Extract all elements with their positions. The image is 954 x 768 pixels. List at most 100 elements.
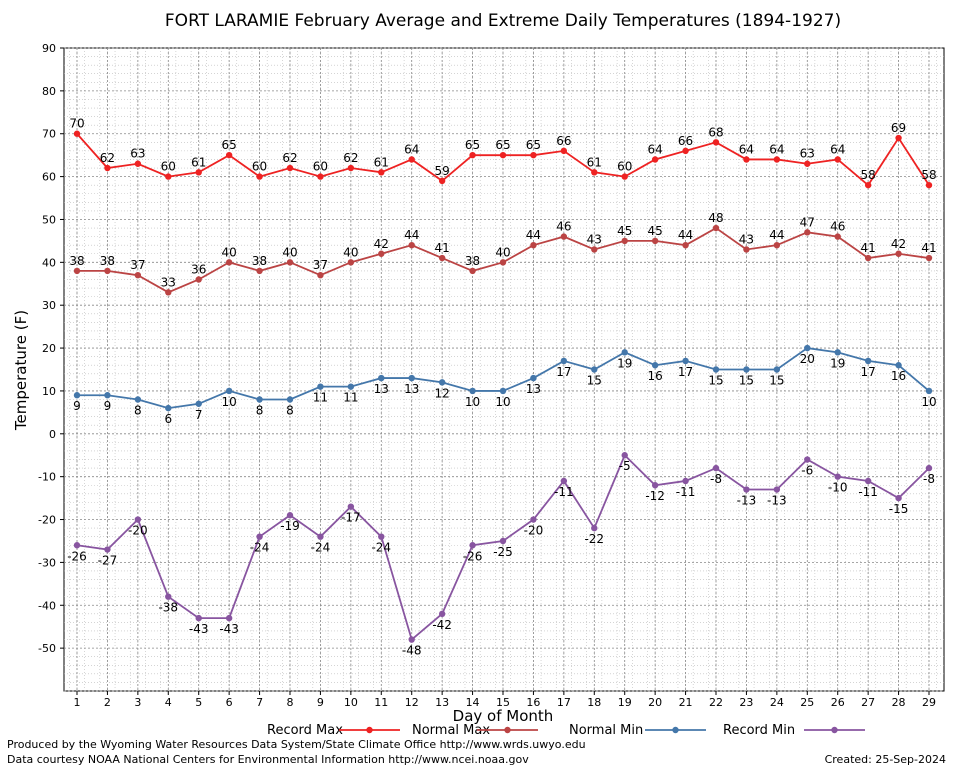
data-label: 12 <box>435 386 450 400</box>
data-label: -13 <box>767 494 787 508</box>
data-point <box>73 267 81 275</box>
data-label: 10 <box>222 395 237 409</box>
y-tick-label: 20 <box>42 342 56 355</box>
x-tick-label: 3 <box>134 696 141 709</box>
data-point <box>530 374 537 382</box>
data-label: 13 <box>526 382 541 396</box>
x-tick-label: 22 <box>709 696 723 709</box>
data-label: 41 <box>435 241 450 255</box>
data-label: 59 <box>435 164 450 178</box>
data-label: -25 <box>493 545 513 559</box>
data-point <box>499 537 507 545</box>
data-point <box>925 254 933 262</box>
data-point <box>347 503 355 510</box>
data-point <box>225 387 233 395</box>
x-tick-label: 4 <box>165 696 172 709</box>
legend-marker <box>831 726 838 734</box>
data-label: -43 <box>189 622 209 636</box>
data-label: 64 <box>404 142 419 156</box>
data-point <box>347 164 355 172</box>
data-point <box>104 392 111 399</box>
data-point <box>317 173 324 180</box>
data-label: 10 <box>921 395 936 409</box>
data-point <box>621 349 628 356</box>
data-label: 16 <box>891 369 906 383</box>
data-point <box>712 224 720 232</box>
data-label: 42 <box>891 237 906 251</box>
data-label: 45 <box>648 224 663 238</box>
data-label: 65 <box>222 138 237 152</box>
data-point <box>408 636 415 643</box>
footer-data-courtesy: Data courtesy NOAA National Centers for … <box>7 753 529 766</box>
x-tick-label: 18 <box>587 696 601 709</box>
data-label: 65 <box>465 138 480 152</box>
data-point <box>438 379 446 386</box>
data-point <box>591 366 598 373</box>
data-label: 64 <box>648 142 663 156</box>
x-axis-ticks: 1 2 3 4 5 6 7 8 9 10 11 12 13 14 15 16 17 18 19 20 21 22 23 24 2… <box>74 691 936 709</box>
series-normal-min: 9 9 8 6 7 10 8 8 11 11 13 13 12 10 10 13 17 15 19 16 17 15 15 1… <box>73 344 937 426</box>
data-point <box>134 516 142 523</box>
x-tick-label: 28 <box>892 696 906 709</box>
legend-label: Record Min <box>723 723 795 738</box>
x-tick-label: 2 <box>104 696 111 709</box>
data-point <box>347 259 355 266</box>
data-label: -12 <box>645 489 665 503</box>
data-point <box>256 267 263 275</box>
data-point <box>895 362 902 369</box>
data-point <box>591 246 598 253</box>
data-point <box>773 366 781 373</box>
data-label: 43 <box>739 232 754 246</box>
data-label: 10 <box>465 395 480 409</box>
data-point <box>743 246 750 253</box>
data-point <box>773 486 781 493</box>
data-label: 8 <box>134 404 142 418</box>
data-label: 40 <box>282 245 297 259</box>
data-point <box>378 169 385 176</box>
data-point <box>73 130 81 137</box>
data-point <box>773 156 781 163</box>
y-tick-label: 30 <box>42 299 56 312</box>
data-point <box>895 250 902 257</box>
x-tick-label: 26 <box>831 696 845 709</box>
y-axis-label: Temperature (F) <box>12 310 30 431</box>
data-label: 38 <box>465 254 480 268</box>
data-point <box>134 396 142 403</box>
data-point <box>804 344 811 352</box>
y-tick-label: 70 <box>42 128 56 141</box>
data-point <box>347 383 355 390</box>
data-label: -26 <box>67 549 87 563</box>
data-point <box>134 160 142 167</box>
x-tick-label: 9 <box>317 696 324 709</box>
x-tick-label: 25 <box>800 696 814 709</box>
data-point <box>195 614 202 622</box>
data-label: 15 <box>587 374 602 388</box>
data-label: 33 <box>161 275 176 289</box>
data-label: 64 <box>769 142 784 156</box>
data-point <box>560 147 568 155</box>
data-label: -8 <box>710 472 722 486</box>
y-tick-label: -50 <box>38 642 56 655</box>
data-label: 66 <box>678 134 693 148</box>
data-point <box>864 477 872 485</box>
data-label: 13 <box>374 382 389 396</box>
data-point <box>317 271 324 279</box>
chart-title: FORT LARAMIE February Average and Extrem… <box>165 11 841 31</box>
y-tick-label: 10 <box>42 385 56 398</box>
data-point <box>286 512 294 519</box>
data-label: 66 <box>556 134 571 148</box>
legend-marker <box>672 726 679 734</box>
data-label: 44 <box>404 228 419 242</box>
data-label: 64 <box>739 142 754 156</box>
data-point <box>864 181 872 189</box>
data-point <box>225 614 233 622</box>
data-label: 11 <box>313 391 328 405</box>
data-label: 43 <box>587 232 602 246</box>
grid-lines <box>64 47 944 692</box>
data-label: 42 <box>374 237 389 251</box>
y-tick-label: -40 <box>38 599 56 612</box>
x-tick-label: 23 <box>739 696 753 709</box>
data-label: -11 <box>676 485 696 499</box>
data-label: 60 <box>161 160 176 174</box>
data-label: 69 <box>891 121 906 135</box>
